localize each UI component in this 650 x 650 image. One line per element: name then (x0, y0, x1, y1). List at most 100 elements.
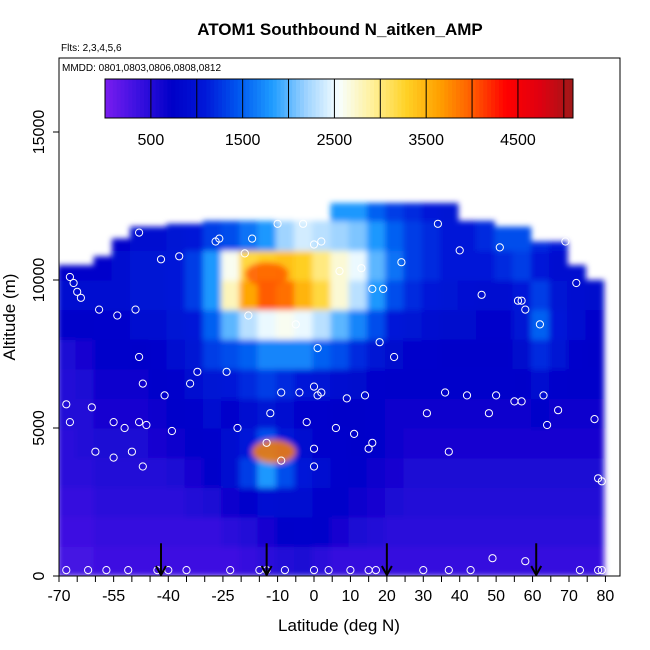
x-tick-label: -55 (102, 588, 125, 605)
field-cell (385, 220, 404, 251)
field-cell (184, 487, 204, 518)
field-cell (111, 516, 131, 547)
field-cell (93, 457, 113, 488)
field-cell (403, 220, 423, 251)
observation-point (477, 290, 486, 299)
colorbar-segment (354, 79, 359, 118)
field-cell (239, 280, 259, 311)
colorbar-segment (198, 79, 203, 118)
observation-point (594, 566, 603, 575)
observation-point (273, 219, 282, 228)
observation-point (84, 566, 93, 575)
field-cell (439, 546, 459, 576)
field-cell (585, 339, 605, 370)
colorbar-segment (366, 79, 371, 118)
field-cell (59, 428, 76, 459)
observation-point (295, 388, 304, 397)
field-cell (403, 250, 423, 281)
field-cell (294, 250, 313, 281)
field-cell (239, 339, 259, 370)
field-cell (348, 280, 368, 311)
colorbar-segment (553, 79, 558, 118)
colorbar-segment (436, 79, 441, 118)
field-cell (202, 220, 222, 251)
field-cell (530, 487, 550, 518)
field-cell (567, 487, 586, 518)
field-cell (512, 250, 532, 281)
colorbar-segment (327, 79, 332, 118)
field-cell (457, 220, 477, 251)
colorbar: 500 1500 2500 3500 4500 (104, 78, 574, 149)
colorbar-segment (296, 79, 301, 118)
field-cell (166, 368, 186, 399)
field-cell (330, 428, 350, 459)
field-cell (111, 428, 131, 459)
field-cell (567, 516, 586, 547)
y-tick-label: 15000 (31, 110, 48, 155)
observation-point (513, 296, 523, 305)
observation-point (313, 344, 322, 353)
observation-point (492, 391, 501, 400)
field-cell (257, 516, 277, 547)
field-cell (330, 368, 350, 399)
x-tick-label: 10 (342, 588, 360, 605)
field-cell (312, 516, 331, 547)
observation-points (62, 184, 606, 575)
observation-point (422, 409, 431, 418)
arrow-head (260, 565, 273, 576)
colorbar-segment (159, 79, 164, 118)
field-cell (439, 516, 459, 547)
observation-point (109, 418, 118, 427)
field-cell (75, 428, 95, 459)
colorbar-segment (346, 79, 352, 118)
field-cell (530, 516, 550, 547)
colorbar-segment (155, 79, 161, 118)
field-cell (257, 368, 277, 399)
field-cell (166, 457, 186, 488)
field-cell (130, 250, 149, 281)
colorbar-segment (120, 79, 125, 118)
colorbar-segment (491, 79, 496, 118)
field-cell (93, 546, 113, 576)
field-cell (239, 368, 259, 399)
observation-point (291, 320, 300, 329)
field-cell (275, 220, 295, 251)
field-cell (457, 457, 477, 488)
y-tick-label: 10000 (31, 258, 48, 303)
field-cell (585, 309, 605, 340)
field-cell (330, 280, 350, 311)
observation-point (262, 438, 271, 447)
observation-point (309, 462, 319, 471)
observation-point (135, 418, 144, 427)
colorbar-segment (261, 79, 266, 118)
field-cell (494, 368, 514, 399)
observation-point (62, 400, 71, 409)
colorbar-segment (140, 79, 145, 118)
field-cell (148, 309, 168, 340)
colorbar-segment (229, 79, 235, 118)
observation-point (87, 403, 96, 412)
field-cell (403, 487, 423, 518)
x-tick-label: 40 (451, 588, 469, 605)
colorbar-segment (417, 79, 422, 118)
field-cell (294, 487, 313, 518)
field-cell (111, 339, 131, 370)
colorbar-segment (514, 79, 519, 118)
observation-point (69, 278, 78, 288)
field-cell (275, 309, 295, 340)
field-cell (494, 546, 514, 576)
field-cell (257, 309, 277, 340)
field-cell (439, 309, 459, 340)
field-cell (549, 457, 568, 488)
colorbar-segment (257, 79, 262, 118)
colorbar-segment (522, 79, 527, 118)
field-cell (494, 398, 514, 429)
colorbar-segment (276, 79, 281, 118)
field-cell (549, 339, 568, 370)
field-cell (294, 428, 313, 459)
field-cell (166, 280, 186, 311)
field-cell (93, 309, 113, 340)
field-cell (294, 339, 313, 370)
observation-point (331, 423, 340, 433)
field-cell (202, 368, 222, 399)
